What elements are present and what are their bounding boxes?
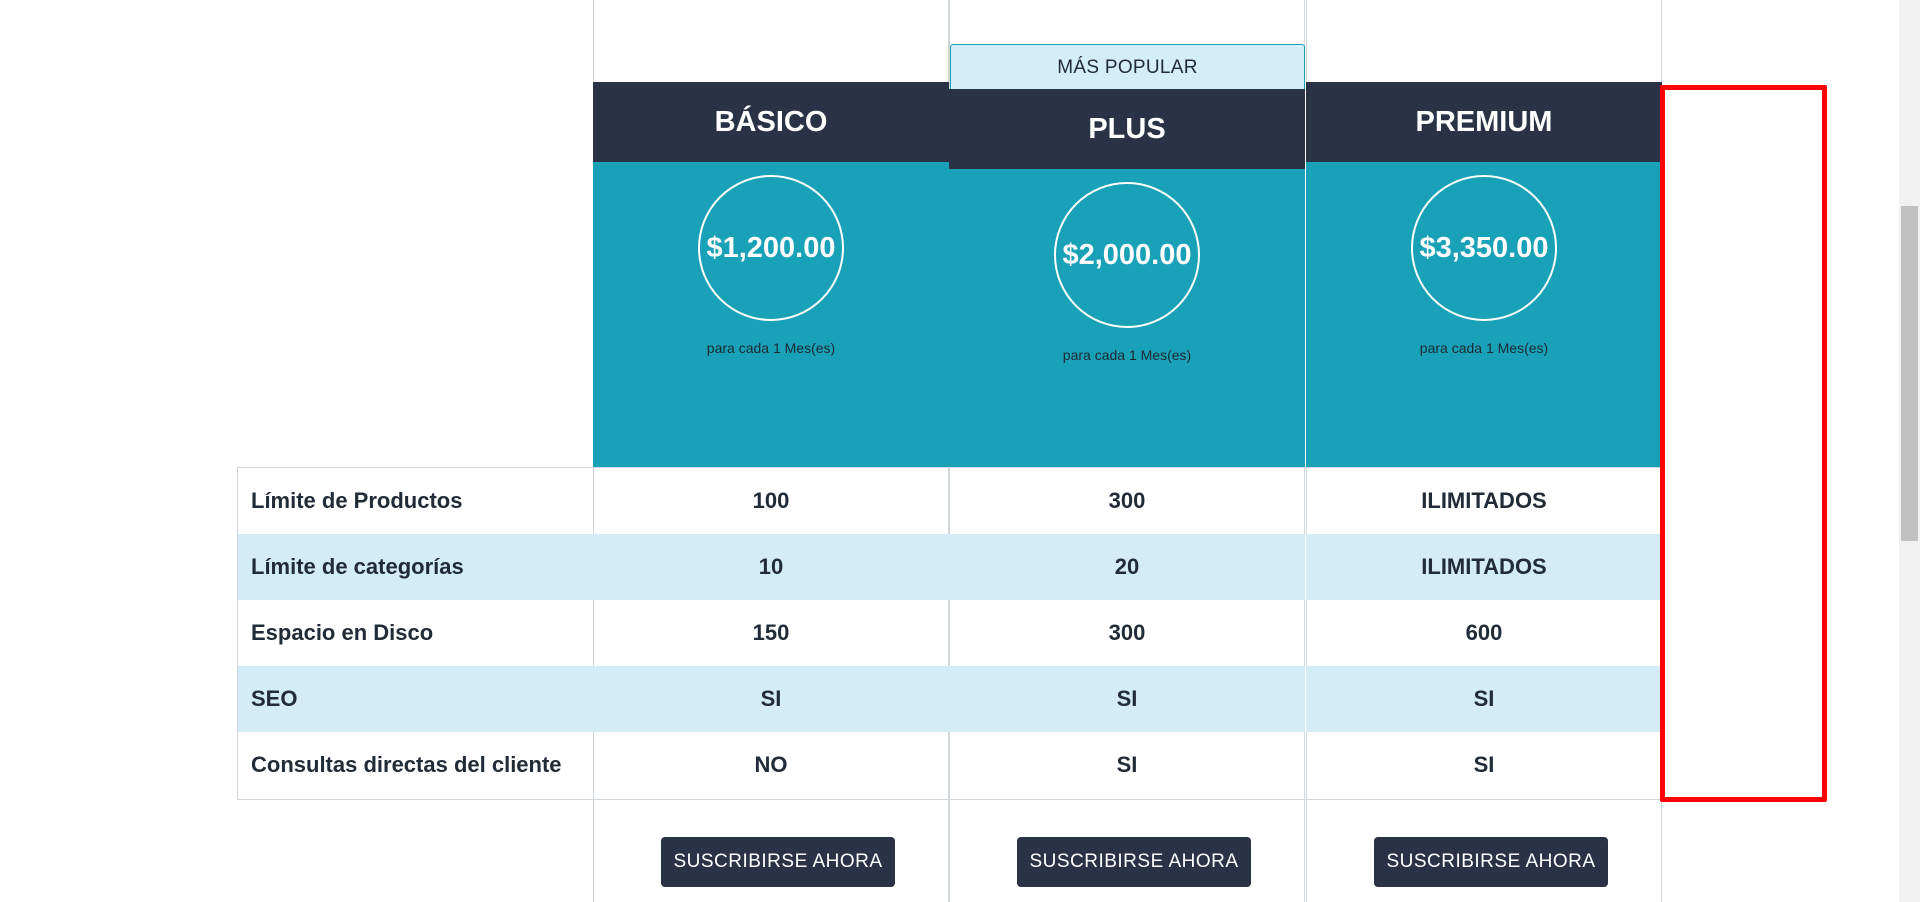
feature-value: SI (593, 666, 949, 732)
feature-value: SI (1116, 752, 1138, 777)
price-circle-premium: $3,350.00 (1411, 175, 1557, 321)
vertical-scrollbar[interactable] (1899, 0, 1920, 902)
feature-value: 300 (1108, 620, 1146, 645)
feature-value: SI (1306, 666, 1662, 732)
feature-value: 300 (1108, 488, 1146, 513)
feature-label-seo: SEO (237, 666, 593, 732)
feature-value: ILIMITADOS (1421, 488, 1547, 513)
plan-title-basic: BÁSICO (593, 82, 949, 162)
billing-period-basic: para cada 1 Mes(es) (706, 340, 836, 356)
feature-label-products: Límite de Productos (251, 488, 463, 513)
billing-period-plus: para cada 1 Mes(es) (1062, 347, 1192, 363)
feature-value: 600 (1465, 620, 1503, 645)
plan-price-panel-premium: $3,350.00 para cada 1 Mes(es) (1306, 162, 1662, 467)
subscribe-button-plus[interactable]: SUSCRIBIRSE AHORA (1017, 837, 1251, 887)
feature-label-client-queries: Consultas directas del cliente (251, 752, 562, 777)
feature-label-disk-space: Espacio en Disco (251, 620, 434, 645)
feature-value: ILIMITADOS (1306, 534, 1662, 600)
feature-value: SI (949, 666, 1305, 732)
highlight-rectangle (1660, 85, 1827, 802)
subscribe-button-basic[interactable]: SUSCRIBIRSE AHORA (661, 837, 895, 887)
feature-label-categories: Límite de categorías (237, 534, 593, 600)
feature-value: SI (1473, 752, 1495, 777)
feature-value: 150 (752, 620, 790, 645)
feature-value: 20 (949, 534, 1305, 600)
feature-value: NO (754, 752, 788, 777)
price-circle-basic: $1,200.00 (698, 175, 844, 321)
plan-title-premium: PREMIUM (1306, 82, 1662, 162)
most-popular-badge: MÁS POPULAR (950, 44, 1305, 89)
billing-period-premium: para cada 1 Mes(es) (1419, 340, 1549, 356)
scrollbar-thumb[interactable] (1901, 206, 1918, 541)
feature-value: 10 (593, 534, 949, 600)
plan-price-panel-plus: $2,000.00 para cada 1 Mes(es) (949, 169, 1305, 467)
price-circle-plus: $2,000.00 (1054, 182, 1200, 328)
plan-title-plus: PLUS (949, 89, 1305, 169)
feature-value: 100 (752, 488, 790, 513)
plan-price-panel-basic: $1,200.00 para cada 1 Mes(es) (593, 162, 949, 467)
subscribe-button-premium[interactable]: SUSCRIBIRSE AHORA (1374, 837, 1608, 887)
